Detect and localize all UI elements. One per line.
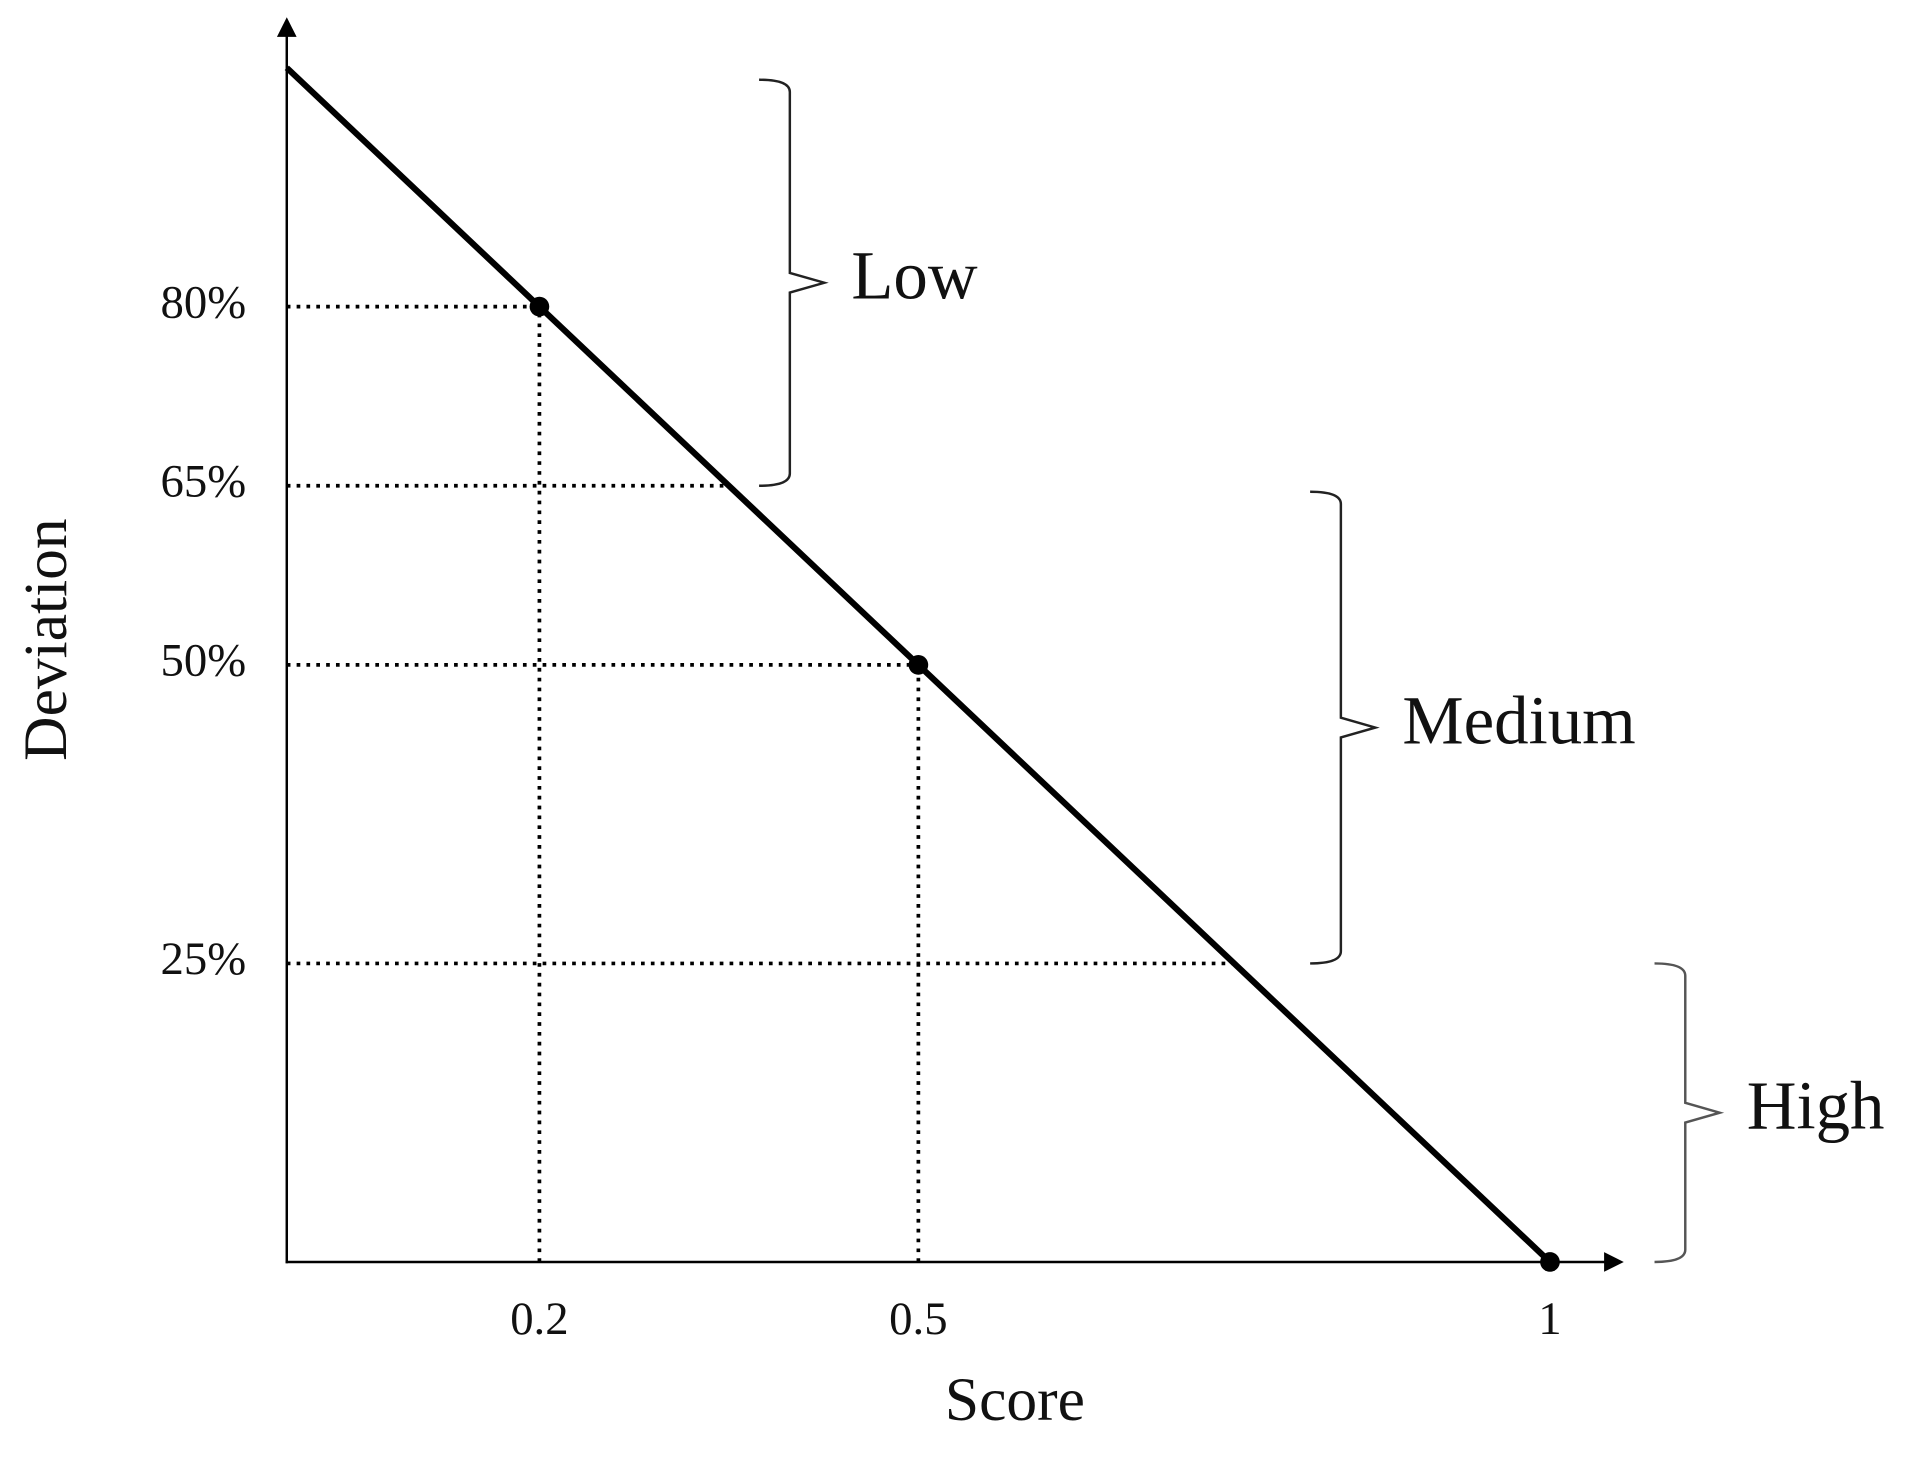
y-tick-label: 25% [161,933,247,985]
bracket [759,78,829,487]
bracket [1310,490,1380,965]
band-label: High [1747,1068,1885,1144]
bracket [1654,962,1725,1264]
band-label: Medium [1402,682,1635,758]
point [908,655,929,675]
point [1540,1252,1560,1272]
x-axis-title: Score [945,1366,1085,1434]
point [529,296,550,317]
x-tick-label: 0.2 [510,1293,568,1345]
y-tick-label: 80% [161,276,247,328]
y-tick-label: 50% [161,635,247,687]
x-tick-label: 0.5 [889,1293,947,1345]
y-tick-label: 65% [161,455,247,507]
band-label: Low [851,238,977,314]
x-tick-label: 1 [1538,1293,1561,1345]
y-axis-title: Deviation [12,518,80,760]
